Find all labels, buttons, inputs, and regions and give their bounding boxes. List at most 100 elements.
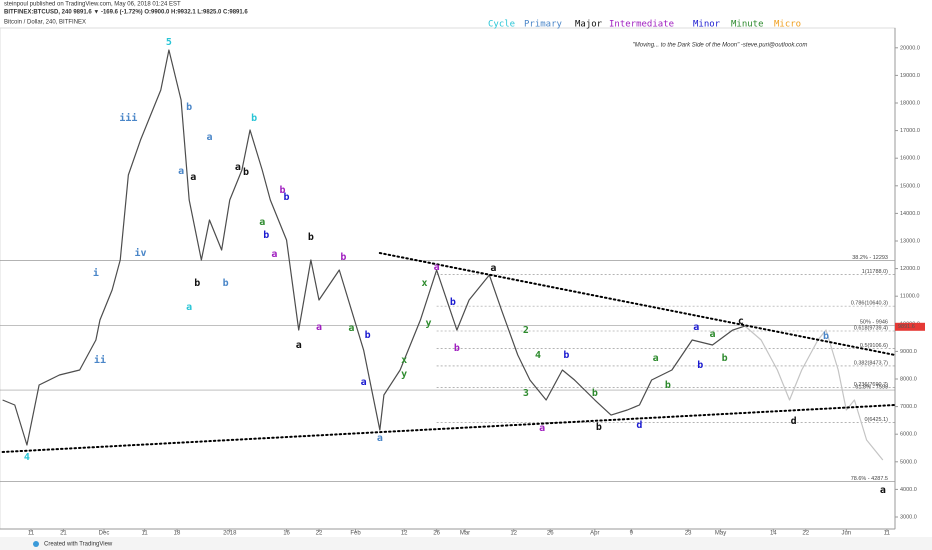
x-tick-label: Dec — [99, 531, 110, 537]
y-tick-label: 19000.0 — [900, 73, 920, 79]
wave-label: b — [194, 278, 200, 289]
wave-label: a — [259, 217, 265, 228]
y-tick-label: 4000.0 — [900, 487, 917, 493]
wave-label: a — [316, 322, 322, 333]
price-line — [2, 49, 746, 446]
y-tick-label: 14000.0 — [900, 211, 920, 217]
legend-entry: Intermediate — [609, 20, 674, 30]
wave-label: 4 — [535, 350, 541, 361]
wave-label: c — [738, 316, 744, 327]
x-tick-label: Jun — [841, 531, 851, 537]
y-tick-label: 17000.0 — [900, 128, 920, 134]
x-tick-label: 14 — [770, 531, 777, 537]
x-tick-label: 21 — [60, 531, 67, 537]
note: "Moving... to the Dark Side of the Moon"… — [633, 43, 808, 49]
fib-label: 0.382(8473.7) — [854, 360, 888, 366]
x-tick-label: 22 — [316, 531, 323, 537]
x-tick-label: 2018 — [223, 531, 237, 537]
x-tick-label: Apr — [590, 531, 599, 537]
x-tick-label: Feb — [350, 531, 361, 537]
y-tick-label: 5000.0 — [900, 459, 917, 465]
trendline — [378, 252, 896, 357]
wave-label: b — [365, 330, 371, 341]
wave-label: b — [186, 102, 192, 113]
wave-label: a — [709, 329, 715, 340]
footer: Created with TradingView — [44, 542, 113, 548]
fib-label: 0.618(9739.4) — [854, 325, 888, 331]
quote: BITFINEX:BTCUSD, 240 9891.6 ▼ -169.6 (-1… — [4, 10, 248, 16]
wave-label: b — [454, 343, 460, 354]
wave-label: a — [361, 377, 367, 388]
wave-label: b — [279, 185, 285, 196]
wave-label: a — [206, 132, 212, 143]
wave-label: a — [539, 423, 545, 434]
x-tick-label: 16 — [283, 531, 290, 537]
wave-label: b — [340, 252, 346, 263]
x-tick-label: 22 — [802, 531, 809, 537]
retracement-label: 78.6% - 4287.5 — [851, 476, 888, 482]
legend-entry: Minute — [731, 20, 764, 30]
wave-label: iv — [134, 247, 146, 259]
y-tick-label: 16000.0 — [900, 156, 920, 162]
wave-label: b — [263, 230, 269, 241]
y-tick-label: 11000.0 — [900, 294, 919, 300]
wave-label: b — [596, 422, 602, 433]
wave-label: iii — [119, 112, 137, 124]
wave-label: a — [693, 322, 699, 333]
fib-label: 0(6425.1) — [864, 417, 888, 423]
wave-label: a — [178, 166, 184, 177]
y-tick-label: 18000.0 — [900, 100, 920, 106]
wave-label: a — [653, 353, 659, 364]
wave-label: a — [490, 263, 496, 274]
fib-label: 0.236(7690.7) — [854, 382, 888, 388]
y-tick-label: 9000.0 — [900, 349, 917, 355]
publisher: steinpoul published on TradingView.com, … — [4, 2, 181, 8]
x-tick-label: 26 — [433, 531, 440, 537]
x-tick-label: 9 — [630, 531, 634, 537]
y-tick-label: 13000.0 — [900, 238, 920, 244]
wave-label: a — [880, 485, 886, 496]
retracement-label: 61.8% - 7599 — [855, 385, 888, 391]
last-price-tag — [895, 322, 925, 331]
wave-label: a — [190, 172, 196, 183]
last-price-label: 9891.6 — [898, 324, 915, 330]
x-tick-label: 26 — [547, 531, 554, 537]
retracement-label: 50% - 9946 — [860, 320, 888, 326]
wave-label: a — [271, 249, 277, 260]
legend-entry: Primary — [524, 20, 563, 30]
wave-label: a — [186, 302, 192, 313]
wave-label: x — [401, 355, 407, 366]
y-tick-label: 6000.0 — [900, 432, 917, 438]
x-tick-label: 23 — [685, 531, 692, 537]
y-tick-label: 3000.0 — [900, 514, 917, 520]
wave-label: b — [284, 192, 290, 203]
retracement-label: 38.2% - 12293 — [852, 255, 888, 261]
legend-entry: Minor — [693, 20, 721, 30]
wave-label: b — [243, 167, 249, 178]
x-tick-label: 12 — [401, 531, 408, 537]
legend-entry: Micro — [774, 20, 801, 30]
wave-label: d — [636, 420, 642, 431]
wave-label: a — [296, 340, 302, 351]
wave-label: ii — [94, 354, 106, 366]
footer-logo — [33, 541, 39, 547]
wave-label: 2 — [523, 325, 529, 336]
y-tick-label: 20000.0 — [900, 45, 920, 51]
wave-label: b — [665, 380, 671, 391]
y-tick-label: 15000.0 — [900, 183, 920, 189]
legend-entry: Major — [575, 20, 603, 30]
footer-bar — [0, 537, 932, 550]
x-tick-label: 12 — [510, 531, 517, 537]
wave-label: b — [223, 278, 229, 289]
legend-entry: Cycle — [488, 20, 515, 30]
x-tick-label: May — [715, 531, 726, 537]
wave-label: b — [251, 113, 257, 124]
wave-label: b — [823, 331, 829, 342]
x-tick-label: 11 — [141, 531, 148, 537]
wave-label: a — [434, 262, 440, 273]
wave-label: b — [563, 350, 569, 361]
trendline — [1, 403, 896, 454]
wave-label: 3 — [523, 388, 529, 399]
y-tick-label: 8000.0 — [900, 376, 917, 382]
